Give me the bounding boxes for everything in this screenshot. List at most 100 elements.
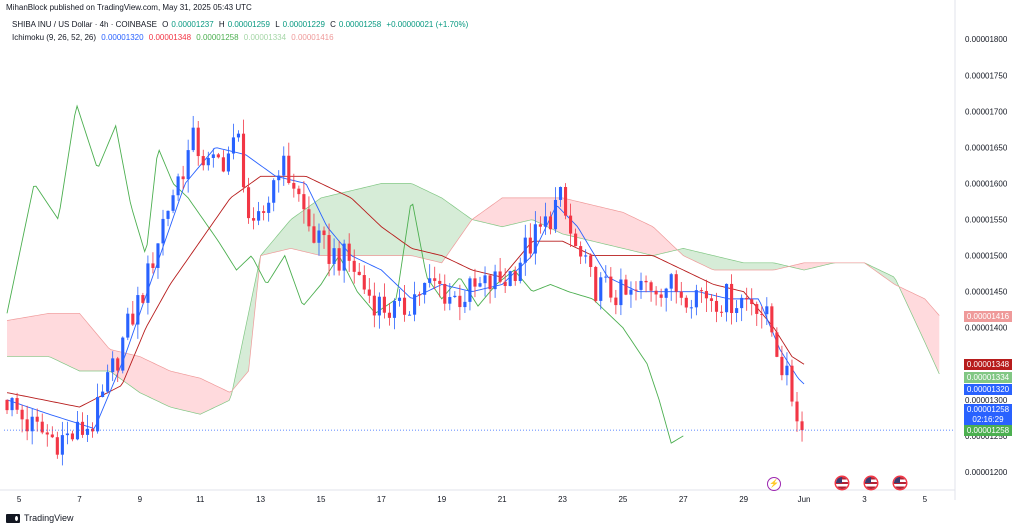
candle-down bbox=[90, 428, 95, 432]
candle-down bbox=[402, 297, 407, 315]
x-tick-label: 19 bbox=[437, 495, 446, 504]
candle-down bbox=[634, 289, 638, 291]
ohlc-open-label: O bbox=[162, 20, 169, 29]
us-flag-event-icon[interactable] bbox=[865, 477, 877, 489]
candle-down bbox=[20, 409, 24, 420]
candle-down bbox=[55, 437, 59, 455]
lightning-icon[interactable]: ⚡ bbox=[767, 477, 781, 491]
x-tick-label: 13 bbox=[256, 495, 265, 504]
candle-up bbox=[30, 416, 34, 432]
candle-down bbox=[201, 156, 205, 166]
ichimoku-conversion-value: 0.00001320 bbox=[101, 33, 144, 42]
candle-up bbox=[257, 211, 261, 221]
candle-up bbox=[584, 255, 588, 257]
candle-up bbox=[277, 175, 281, 181]
candle-up bbox=[166, 210, 170, 219]
candle-up bbox=[689, 307, 693, 309]
ohlc-close-label: C bbox=[330, 20, 336, 29]
candle-up bbox=[171, 195, 175, 211]
candle-down bbox=[750, 299, 754, 305]
candle-up bbox=[533, 224, 537, 254]
x-tick-label: 25 bbox=[618, 495, 627, 504]
candle-up bbox=[765, 306, 769, 315]
candle-down bbox=[800, 421, 804, 431]
candle-down bbox=[624, 279, 628, 295]
candle-up bbox=[735, 308, 739, 314]
candle-up bbox=[126, 313, 130, 338]
x-tick-label: 5 bbox=[17, 495, 22, 504]
y-tick-label: 0.00001800 bbox=[965, 35, 1008, 44]
candle-down bbox=[40, 421, 44, 433]
candle-up bbox=[523, 237, 527, 263]
candle-down bbox=[116, 358, 120, 371]
candle-down bbox=[221, 157, 225, 172]
candle-down bbox=[307, 209, 311, 227]
candle-down bbox=[569, 215, 573, 234]
candle-down bbox=[458, 295, 462, 308]
candle-down bbox=[659, 294, 663, 298]
x-tick-label: 29 bbox=[739, 495, 748, 504]
candle-up bbox=[342, 243, 346, 271]
ohlc-change: +0.00000021 (+1.70%) bbox=[386, 20, 469, 29]
y-tick-label: 0.00001300 bbox=[965, 396, 1008, 405]
candle-up bbox=[468, 278, 472, 302]
candle-down bbox=[382, 296, 386, 313]
price-badge: 0.00001258 bbox=[964, 404, 1012, 415]
tradingview-footer[interactable]: TradingView bbox=[6, 513, 74, 523]
candle-down bbox=[141, 295, 145, 303]
tradingview-logo-icon bbox=[6, 513, 20, 523]
candle-down bbox=[674, 274, 678, 292]
cloud-bullish bbox=[231, 183, 471, 395]
candle-up bbox=[694, 290, 698, 308]
candle-up bbox=[423, 282, 427, 295]
candle-up bbox=[448, 297, 452, 304]
us-flag-event-icon[interactable] bbox=[894, 477, 906, 489]
cloud-bullish bbox=[833, 262, 899, 287]
x-tick-label: 17 bbox=[377, 495, 386, 504]
y-tick-label: 0.00001650 bbox=[965, 143, 1008, 152]
candle-up bbox=[191, 127, 195, 151]
candle-up bbox=[669, 274, 673, 289]
y-tick-label: 0.00001500 bbox=[965, 252, 1008, 261]
publisher-line: MihanBlock published on TradingView.com,… bbox=[6, 3, 252, 12]
x-tick-label: 21 bbox=[498, 495, 507, 504]
candle-down bbox=[181, 176, 185, 180]
candle-down bbox=[745, 297, 749, 300]
candle-down bbox=[538, 224, 542, 227]
candle-down bbox=[714, 300, 719, 312]
candle-down bbox=[352, 260, 356, 272]
candle-down bbox=[709, 298, 714, 301]
ichimoku-lead-a-line bbox=[7, 183, 940, 415]
candle-up bbox=[106, 372, 110, 392]
ohlc-high: 0.00001259 bbox=[227, 20, 270, 29]
candle-up bbox=[176, 176, 180, 196]
us-flag-event-icon[interactable] bbox=[836, 477, 848, 489]
candle-down bbox=[679, 291, 683, 298]
candle-up bbox=[478, 283, 482, 287]
x-tick-label: 7 bbox=[77, 495, 82, 504]
ichimoku-lead-b-value: 0.00001416 bbox=[291, 33, 334, 42]
candle-up bbox=[121, 337, 125, 371]
candle-down bbox=[196, 127, 200, 157]
candle-down bbox=[5, 399, 9, 411]
price-badge: 0.00001334 bbox=[964, 371, 1012, 383]
y-tick-label: 0.00001200 bbox=[965, 468, 1008, 477]
candle-down bbox=[297, 188, 301, 195]
candle-down bbox=[473, 278, 477, 287]
candle-down bbox=[755, 304, 759, 314]
candle-up bbox=[724, 283, 729, 313]
candle-down bbox=[433, 278, 437, 281]
candle-down bbox=[589, 255, 593, 267]
y-tick-label: 0.00001400 bbox=[965, 324, 1008, 333]
y-tick-label: 0.00001700 bbox=[965, 107, 1008, 116]
candle-down bbox=[649, 282, 653, 291]
candle-down bbox=[362, 275, 366, 290]
candle-up bbox=[282, 155, 286, 176]
candle-down bbox=[312, 226, 316, 243]
candle-up bbox=[518, 262, 522, 282]
x-tick-label: 27 bbox=[679, 495, 688, 504]
candle-down bbox=[50, 434, 54, 438]
candle-down bbox=[302, 194, 306, 210]
ohlc-low: 0.00001229 bbox=[282, 20, 325, 29]
